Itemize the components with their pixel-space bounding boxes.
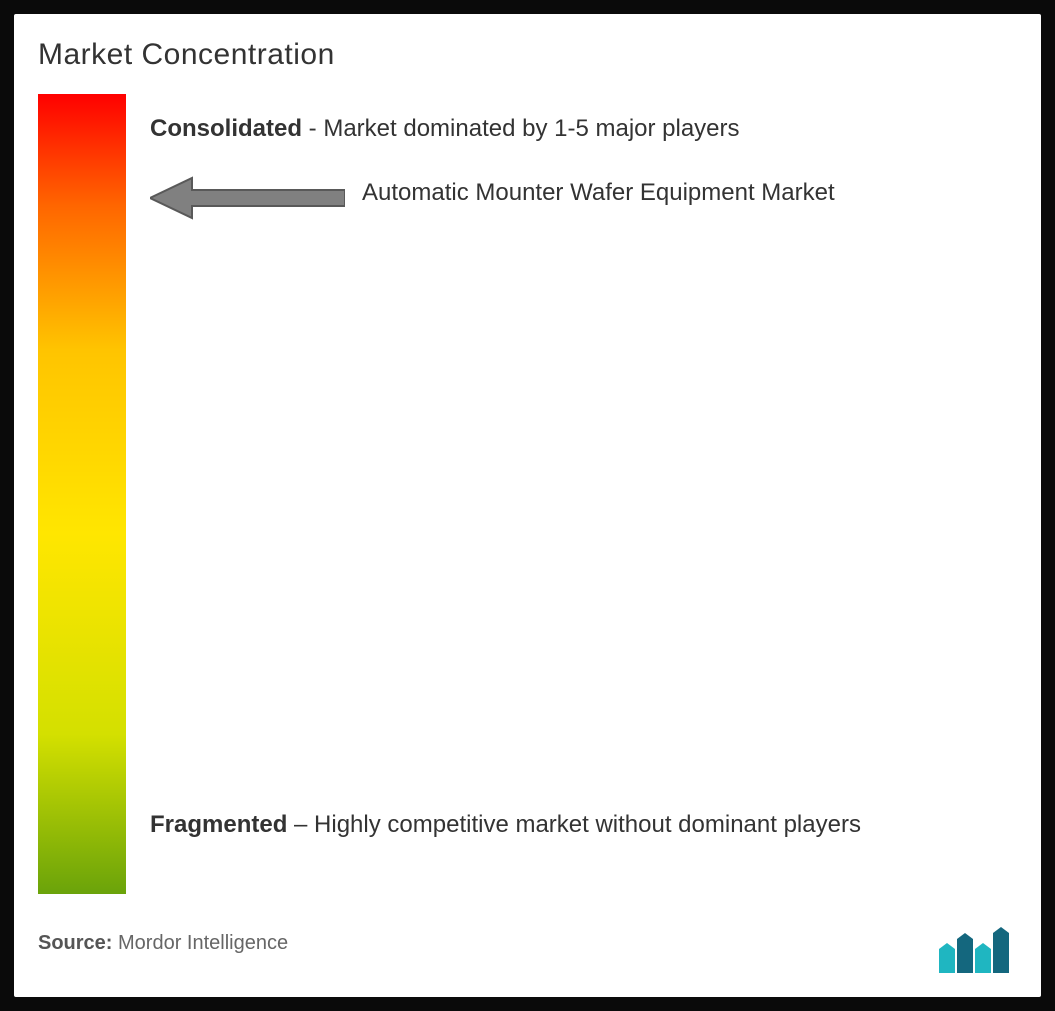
consolidated-bold: Consolidated — [150, 115, 302, 142]
mordor-logo-icon — [939, 925, 1017, 973]
fragmented-label: Fragmented – Highly competitive market w… — [150, 800, 870, 850]
market-arrow — [150, 174, 345, 222]
consolidated-rest: - Market dominated by 1-5 major players — [302, 115, 740, 142]
concentration-gradient-bar — [38, 94, 126, 894]
source-bold: Source: — [38, 932, 112, 954]
arrow-left-icon — [150, 176, 345, 220]
fragmented-rest: – Highly competitive market without domi… — [287, 811, 861, 838]
chart-card: Market Concentration Consolidated - Mark… — [14, 14, 1041, 997]
fragmented-bold: Fragmented — [150, 811, 287, 838]
source-line: Source: Mordor Intelligence — [38, 932, 288, 955]
chart-title: Market Concentration — [38, 38, 335, 72]
consolidated-label: Consolidated - Market dominated by 1-5 m… — [150, 110, 890, 148]
market-name-label: Automatic Mounter Wafer Equipment Market — [362, 174, 862, 211]
source-rest: Mordor Intelligence — [112, 932, 288, 954]
